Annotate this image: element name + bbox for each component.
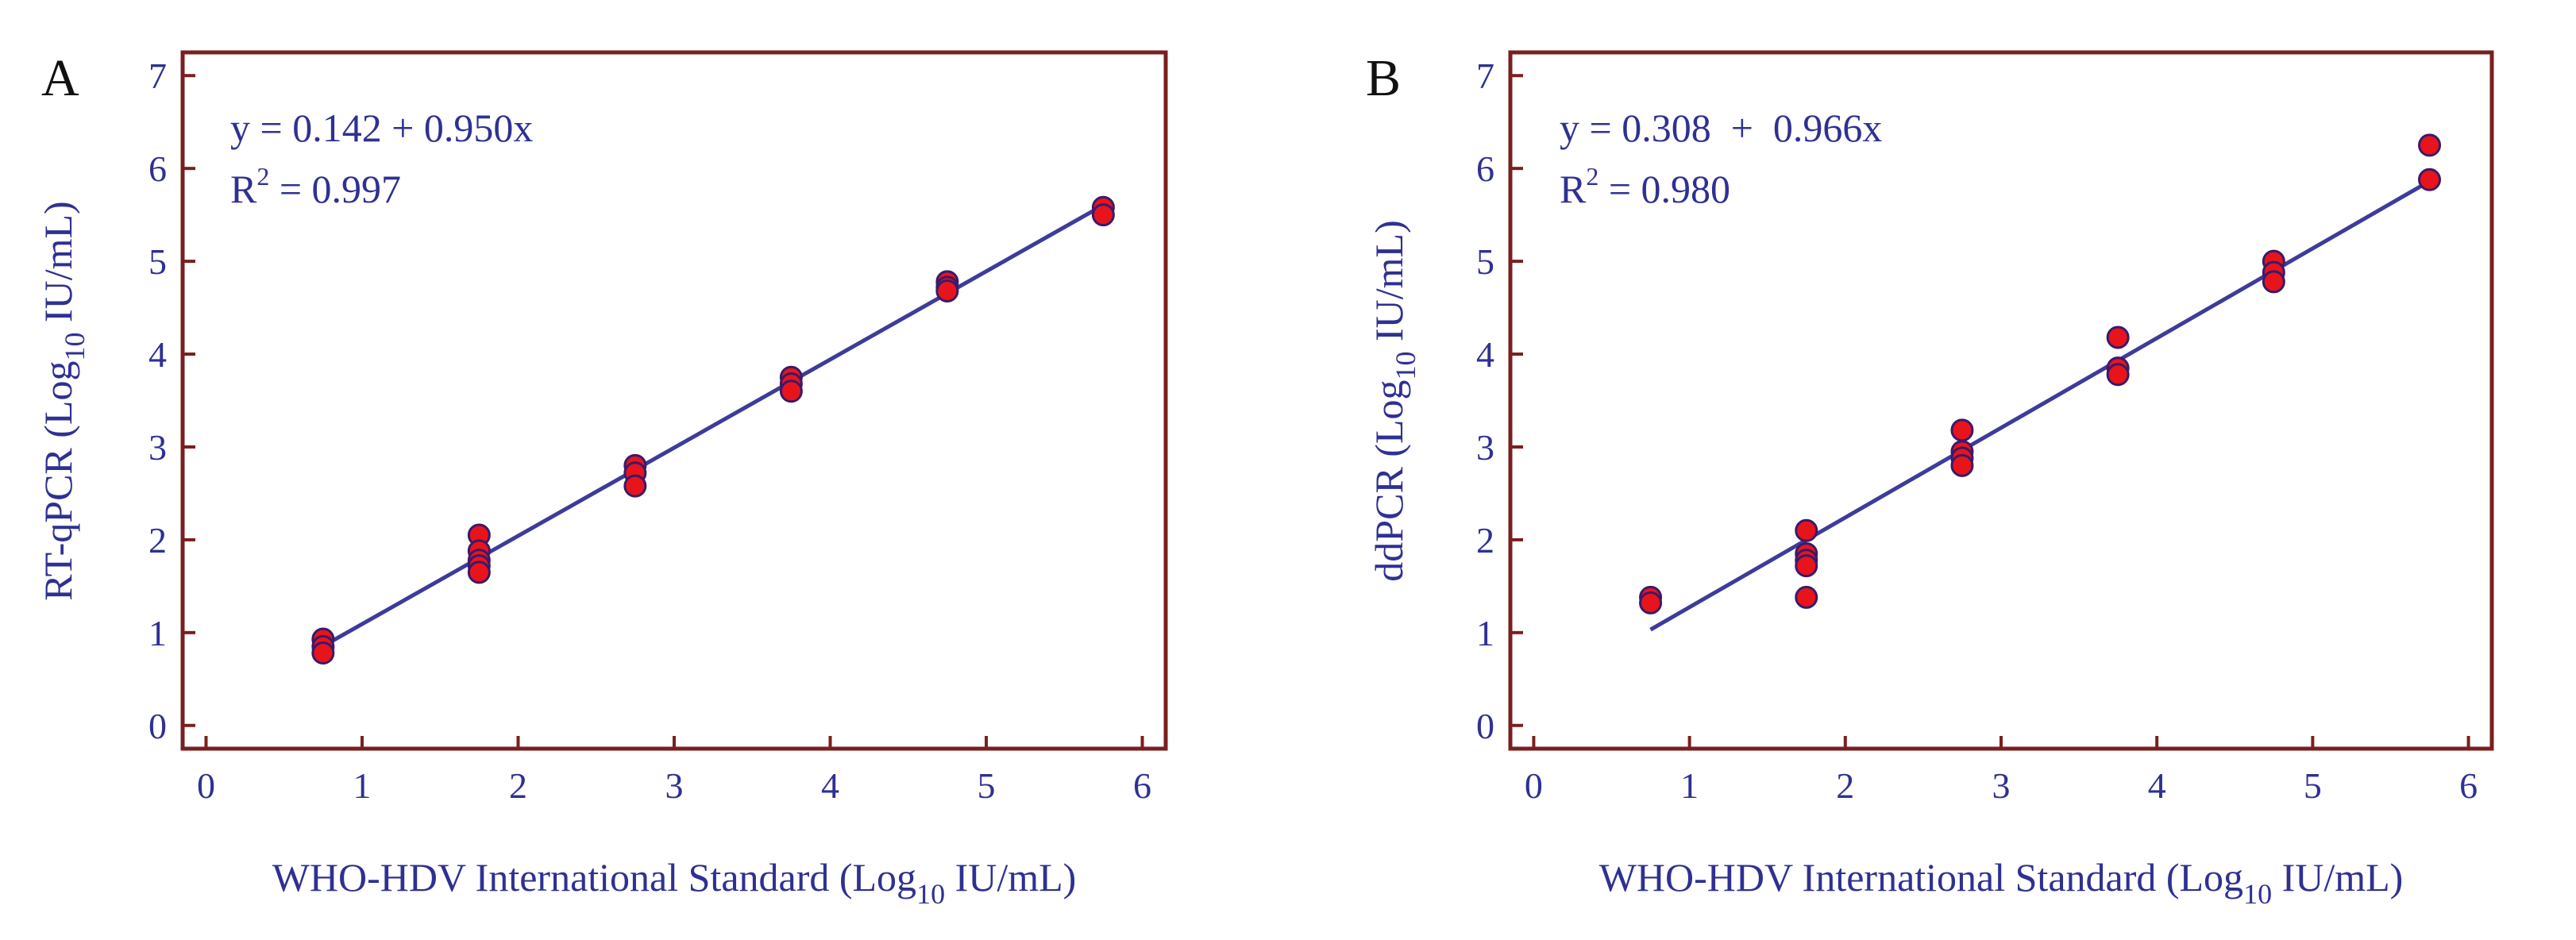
- panel-b-point-6: [1795, 585, 1818, 609]
- panel-a-y-tick-label-5: 5: [148, 241, 167, 282]
- panel-b-x-tick-label-2: 2: [1836, 765, 1854, 806]
- panel-b-x-tick-label-1: 1: [1680, 765, 1699, 806]
- panel-b-r-squared: R2 = 0.980: [1560, 162, 1730, 211]
- panel-b-y-tick-label-0: 0: [1476, 706, 1494, 746]
- panel-a-y-tick-label-0: 0: [148, 706, 167, 746]
- panel-a-x-tick-label-5: 5: [978, 765, 996, 806]
- panel-b-ylabel-sub: 10: [1390, 352, 1421, 380]
- panel-a-y-tick-label-6: 6: [148, 148, 167, 189]
- panel-b-point-16: [2262, 270, 2285, 294]
- panel-a-equation: y = 0.142 + 0.950x: [230, 106, 533, 150]
- panel-a-ticks: 0 1 2 3 4 5 6 0 1 2 3 4 5 6 7: [148, 56, 1151, 806]
- panel-b-plot-frame: [1508, 50, 2494, 751]
- panel-a-r2-value: = 0.997: [269, 167, 401, 211]
- panel-b-points: [1639, 133, 2442, 614]
- panel-a-y-axis-title: RT-qPCR (Log10 IU/mL): [36, 201, 91, 600]
- panel-a-xlabel-main: WHO-HDV International Standard (Log: [272, 855, 916, 900]
- panel-a-fit-line-group: [322, 203, 1105, 649]
- panel-b-point-18: [2418, 168, 2442, 191]
- panel-a-x-axis-title: WHO-HDV International Standard (Log10 IU…: [272, 855, 1077, 910]
- panel-b-point-11: [2106, 326, 2130, 349]
- panel-a-ylabel-sub: 10: [59, 333, 91, 361]
- panel-b-r2-prefix: R: [1560, 167, 1587, 211]
- panel-b-ylabel-tail: IU/mL): [1367, 220, 1411, 351]
- panel-a-x-tick-label-1: 1: [353, 765, 371, 806]
- panel-a-xlabel-tail: IU/mL): [945, 855, 1076, 900]
- panel-a-x-tick-label-6: 6: [1133, 765, 1151, 806]
- panel-b-y-tick-label-6: 6: [1476, 148, 1494, 189]
- panel-a-y-tick-label-4: 4: [148, 334, 167, 375]
- panel-a-point-7: [467, 561, 491, 584]
- panel-b-point-13: [2106, 363, 2130, 387]
- panel-b-x-tick-label-3: 3: [1992, 765, 2011, 806]
- panel-b-y-tick-label-4: 4: [1476, 334, 1494, 375]
- panel-b-xlabel-tail: IU/mL): [2272, 855, 2403, 900]
- panel-b-point-1: [1639, 591, 1663, 614]
- panel-a-ylabel-tail: IU/mL): [36, 201, 80, 332]
- panel-b-fit-line: [1649, 179, 2431, 632]
- panel-b-y-tick-label-1: 1: [1476, 613, 1494, 653]
- panel-b-xlabel-sub: 10: [2243, 878, 2272, 910]
- panel-b-r2-sup: 2: [1586, 162, 1598, 191]
- panel-a-points: [311, 195, 1115, 665]
- panel-a-ylabel-main: RT-qPCR (Log: [36, 361, 80, 601]
- panel-a-y-tick-label-7: 7: [148, 56, 167, 96]
- panel-a-r-squared: R2 = 0.997: [230, 162, 401, 211]
- panel-a-y-tick-label-2: 2: [148, 520, 167, 561]
- panel-b-label: B: [1366, 49, 1401, 107]
- panel-b-ylabel-main: ddPCR (Log: [1367, 380, 1411, 582]
- panel-a-point-16: [935, 279, 959, 303]
- panel-b-point-10: [1950, 453, 1974, 477]
- panel-b-xlabel-main: WHO-HDV International Standard (Log: [1599, 855, 2243, 900]
- panel-a-point-10: [623, 474, 647, 498]
- panel-a-y-tick-label-3: 3: [148, 427, 167, 468]
- panel-a-label: A: [41, 49, 79, 107]
- panel-a-x-tick-label-0: 0: [197, 765, 215, 806]
- panel-b-r2-value: = 0.980: [1598, 167, 1730, 211]
- panel-a-point-18: [1091, 203, 1115, 227]
- panel-b-x-axis-title: WHO-HDV International Standard (Log10 IU…: [1599, 855, 2404, 910]
- panel-a-point-2: [311, 641, 335, 665]
- panel-b-x-tick-label-6: 6: [2459, 765, 2478, 806]
- panel-b: B 0 1 2 3 4 5 6 0 1 2 3 4 5 6 7 y = 0.308 + 0.966x R2 …: [1366, 49, 2494, 910]
- panel-a-r2-prefix: R: [230, 167, 257, 211]
- panel-b-ticks: 0 1 2 3 4 5 6 0 1 2 3 4 5 6 7: [1476, 56, 2478, 806]
- panel-a: A 0 1 2 3 4 5 6 0 1 2 3 4 5 6 7 y = 0.142 + 0.950x R2 …: [36, 49, 1168, 910]
- panel-b-fit-line-group: [1649, 179, 2431, 632]
- panel-b-x-tick-label-4: 4: [2148, 765, 2166, 806]
- panel-a-x-tick-label-4: 4: [821, 765, 839, 806]
- panel-b-point-7: [1950, 418, 1974, 442]
- panel-b-x-tick-label-5: 5: [2304, 765, 2322, 806]
- panel-a-x-tick-label-2: 2: [509, 765, 527, 806]
- panel-b-equation: y = 0.308 + 0.966x: [1560, 106, 1882, 150]
- panel-b-y-tick-label-3: 3: [1476, 427, 1494, 468]
- panel-b-y-tick-label-5: 5: [1476, 241, 1494, 282]
- panel-b-y-axis-title: ddPCR (Log10 IU/mL): [1367, 220, 1421, 581]
- panel-a-y-tick-label-1: 1: [148, 613, 167, 653]
- panel-a-fit-line: [322, 203, 1105, 649]
- panel-b-point-2: [1795, 518, 1818, 542]
- panel-a-x-tick-label-3: 3: [665, 765, 684, 806]
- panel-a-r2-sup: 2: [256, 162, 269, 191]
- panel-a-xlabel-sub: 10: [916, 878, 945, 910]
- panel-b-point-5: [1795, 554, 1818, 578]
- panel-b-y-tick-label-7: 7: [1476, 56, 1494, 96]
- panel-b-point-17: [2418, 133, 2442, 157]
- panel-a-point-13: [779, 379, 803, 403]
- panel-b-y-tick-label-2: 2: [1476, 520, 1494, 561]
- panel-b-x-tick-label-0: 0: [1525, 765, 1543, 806]
